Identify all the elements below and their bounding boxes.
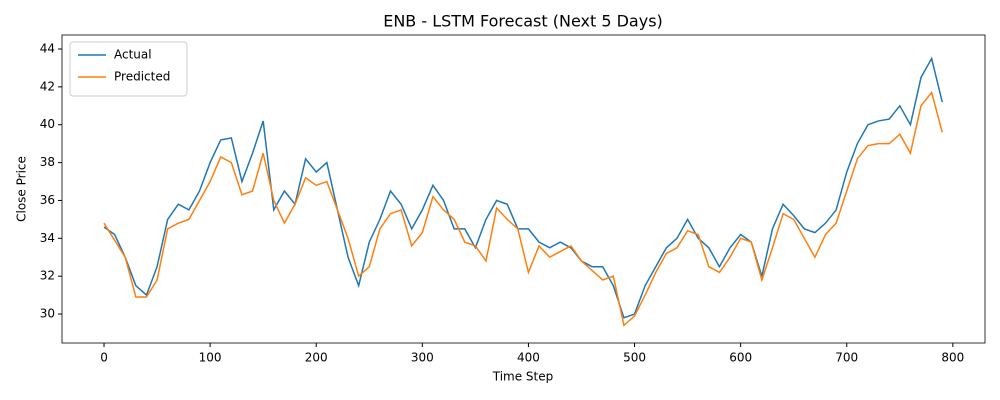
legend-label: Predicted bbox=[114, 70, 170, 84]
x-tick-label: 100 bbox=[199, 351, 222, 365]
y-axis-label: Close Price bbox=[15, 156, 29, 222]
x-tick-label: 200 bbox=[305, 351, 328, 365]
y-tick-label: 38 bbox=[40, 155, 55, 169]
legend-label: Actual bbox=[114, 48, 152, 62]
y-tick-label: 44 bbox=[40, 42, 55, 56]
y-tick-label: 32 bbox=[40, 269, 55, 283]
y-tick-label: 40 bbox=[40, 117, 55, 131]
x-tick-label: 400 bbox=[517, 351, 540, 365]
x-tick-label: 300 bbox=[411, 351, 434, 365]
y-tick-label: 36 bbox=[40, 193, 55, 207]
chart-title: ENB - LSTM Forecast (Next 5 Days) bbox=[383, 12, 663, 31]
series-line bbox=[103, 56, 943, 319]
plot-frame bbox=[61, 34, 986, 344]
x-tick-label: 700 bbox=[835, 351, 858, 365]
x-tick-label: 600 bbox=[729, 351, 752, 365]
y-tick-label: 30 bbox=[40, 307, 55, 321]
x-tick-label: 500 bbox=[623, 351, 646, 365]
y-tick-label: 34 bbox=[40, 231, 55, 245]
x-axis-label: Time Step bbox=[492, 370, 554, 384]
series-line bbox=[103, 90, 943, 327]
x-tick-label: 800 bbox=[941, 351, 964, 365]
y-tick-label: 42 bbox=[40, 79, 55, 93]
x-tick-label: 0 bbox=[100, 351, 108, 365]
